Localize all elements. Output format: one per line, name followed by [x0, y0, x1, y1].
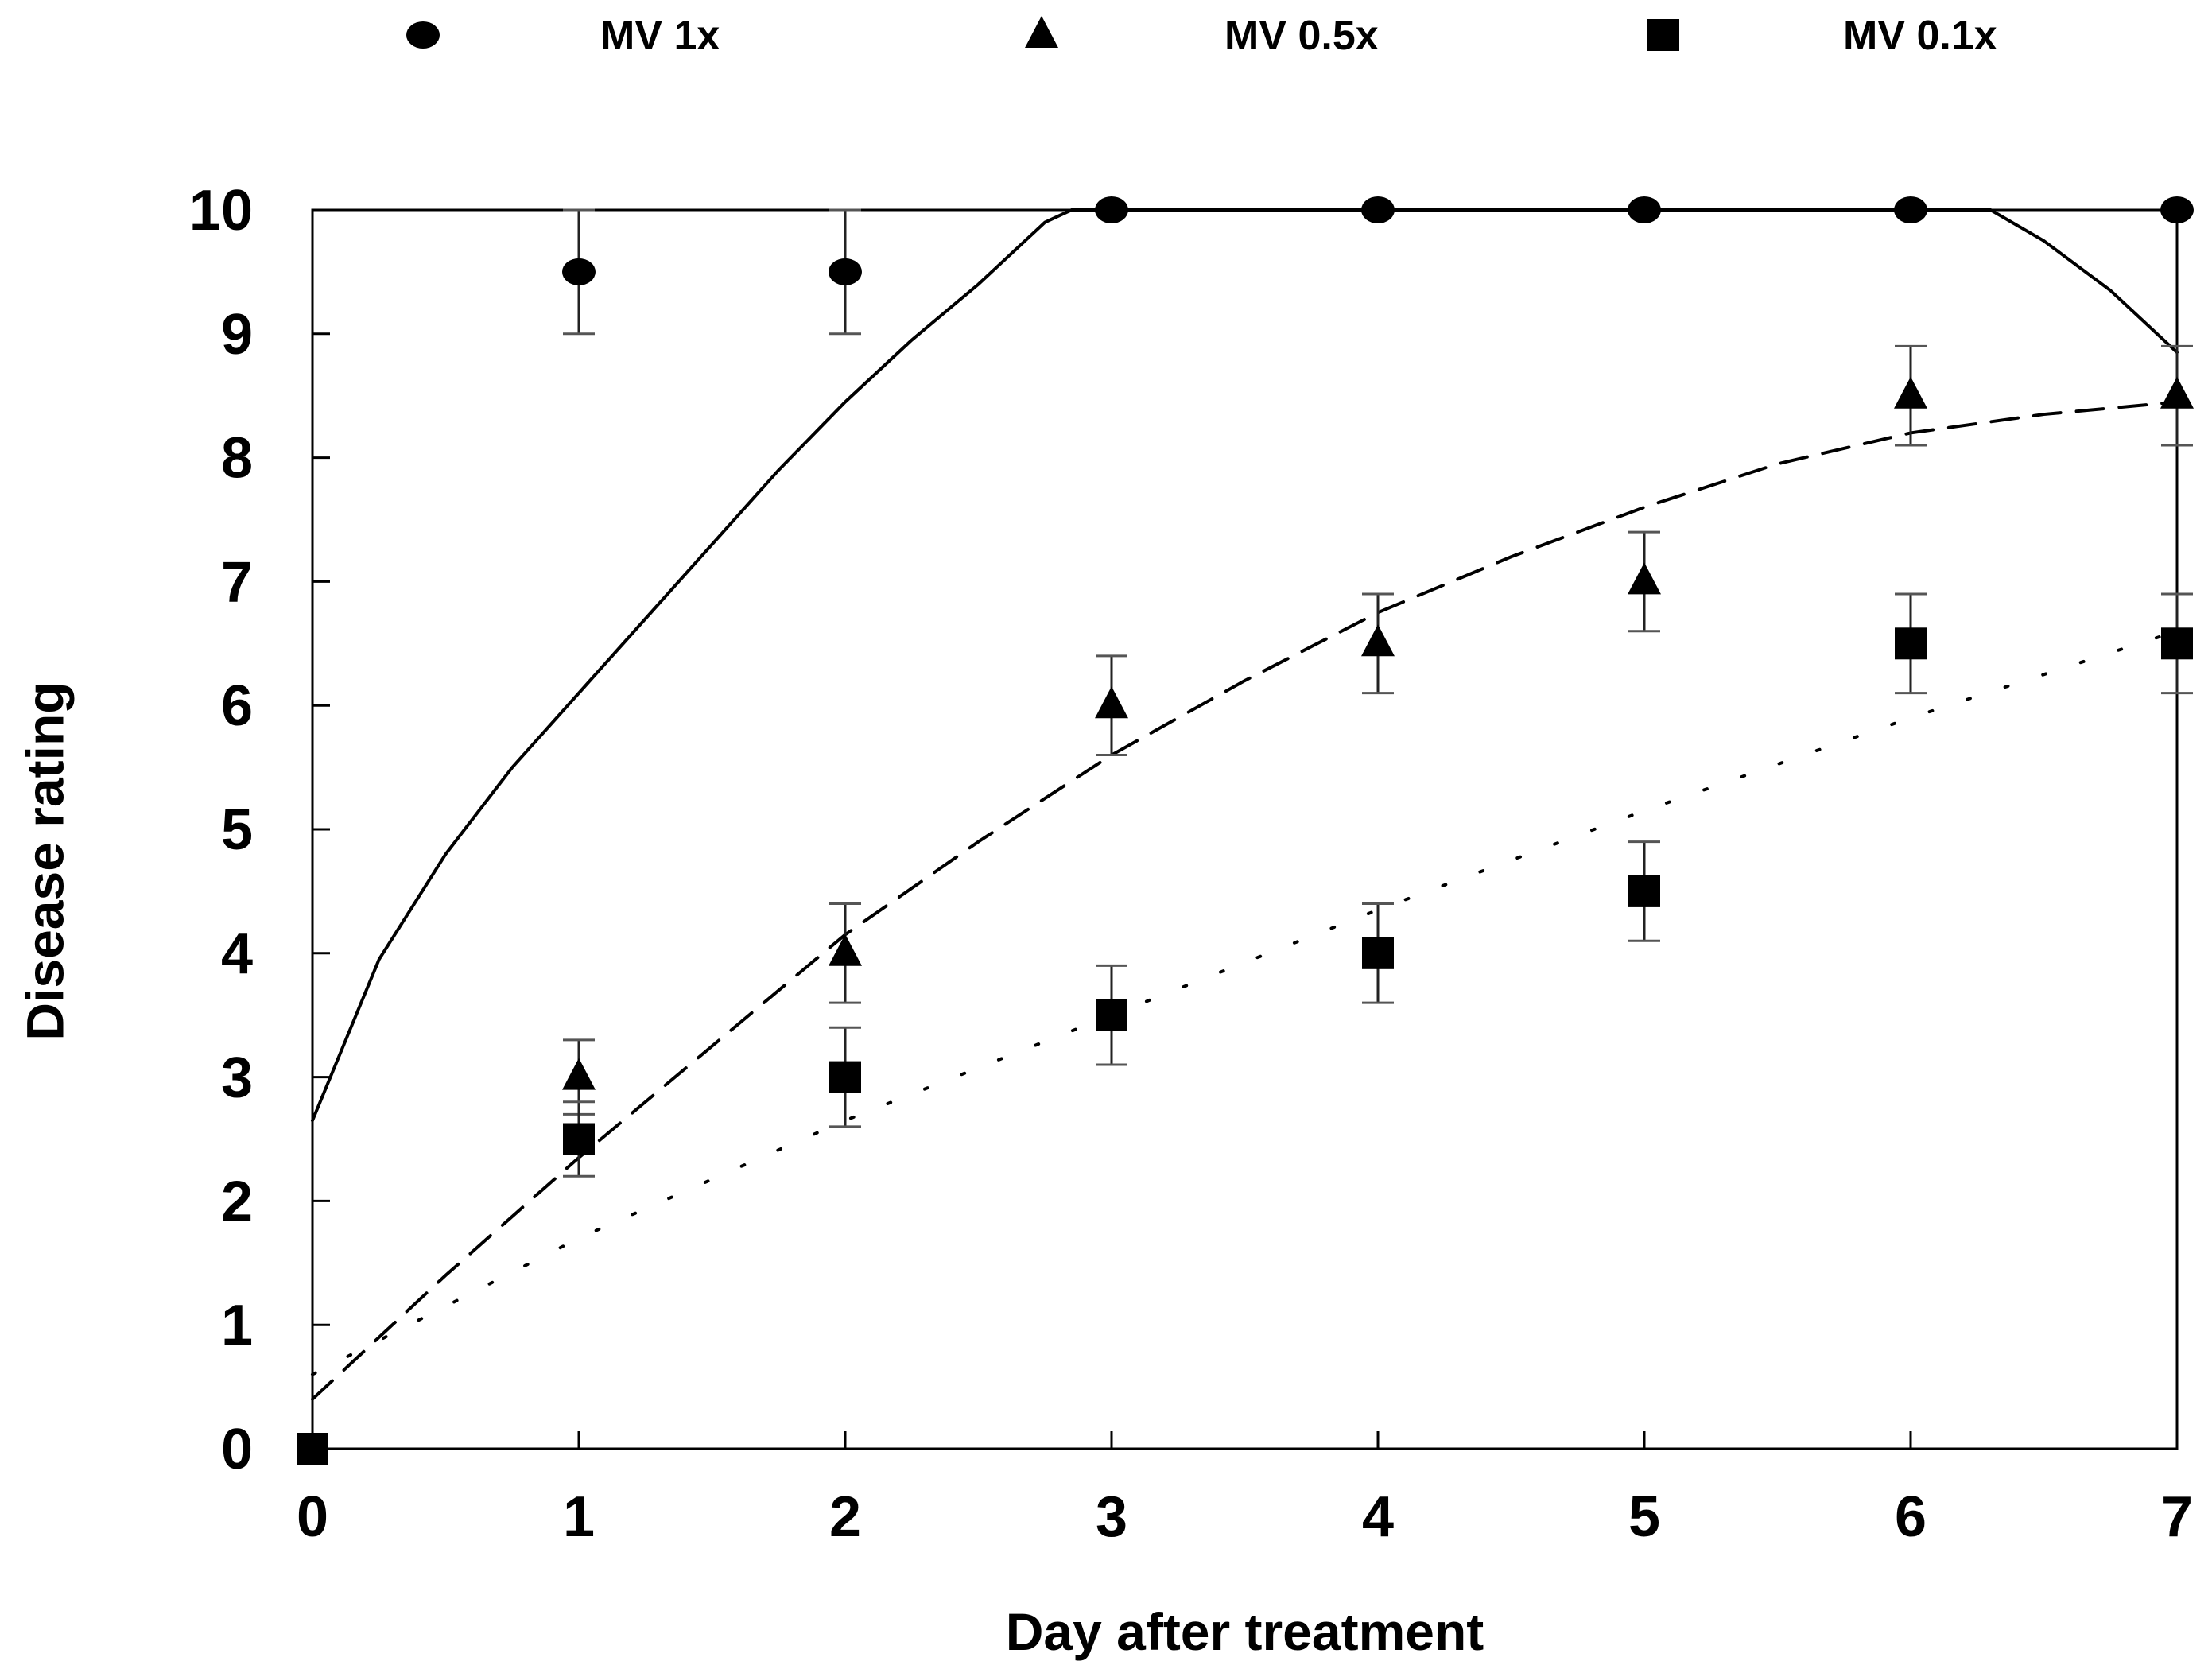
y-tick-label: 7	[221, 550, 253, 614]
x-tick-label: 4	[1362, 1485, 1394, 1549]
x-tick-label: 2	[829, 1485, 861, 1549]
point-mv-0.5x	[2160, 376, 2194, 409]
fit-line-mv-1x	[311, 208, 2179, 1123]
y-tick-label: 2	[221, 1170, 253, 1233]
point-mv-1x	[562, 258, 596, 285]
legend-label: MV 0.5x	[1224, 13, 1379, 59]
y-tick-label: 1	[221, 1294, 253, 1357]
x-tick-label: 6	[1895, 1485, 1927, 1549]
y-tick-label: 8	[221, 427, 253, 491]
legend-marker	[1647, 19, 1679, 51]
y-tick-label: 0	[221, 1418, 253, 1481]
point-mv-0.1x	[1096, 999, 1127, 1031]
point-mv-0.1x	[1895, 627, 1927, 660]
y-tick-label: 9	[221, 303, 253, 367]
x-tick-label: 0	[297, 1485, 328, 1549]
point-mv-0.1x	[563, 1123, 595, 1155]
fit-line-mv-0.5x	[311, 400, 2179, 1401]
point-mv-0.1x	[829, 1061, 861, 1093]
point-mv-0.1x	[1362, 937, 1394, 969]
point-mv-0.5x	[562, 1058, 596, 1090]
point-mv-0.5x	[1361, 624, 1395, 657]
point-mv-1x	[1361, 196, 1395, 223]
legend-label: MV 0.1x	[1843, 13, 1997, 59]
point-mv-0.5x	[1095, 686, 1128, 719]
point-mv-0.5x	[829, 933, 862, 966]
legend-label: MV 1x	[600, 13, 720, 59]
fit-line-mv-0.1x	[311, 629, 2179, 1376]
y-tick-label: 6	[221, 674, 253, 738]
legend: MV 1x MV 0.5x MV 0.1x	[406, 13, 1997, 59]
point-mv-1x	[1095, 196, 1128, 223]
point-mv-0.5x	[1894, 376, 1927, 409]
error-bars	[563, 208, 2193, 1178]
x-tick-label: 5	[1628, 1485, 1660, 1549]
x-axis-title: Day after treatment	[1006, 1602, 1484, 1661]
x-tick-label: 7	[2161, 1485, 2193, 1549]
point-mv-0.5x	[1628, 562, 1661, 595]
plot-frame	[311, 208, 2179, 1450]
point-mv-0.1x	[1628, 875, 1660, 907]
data-markers	[297, 196, 2194, 1465]
y-tick-label: 4	[221, 922, 253, 986]
point-mv-1x	[2160, 196, 2194, 223]
y-tick-label: 10	[189, 179, 253, 243]
x-tick-label: 1	[563, 1485, 595, 1549]
point-mv-1x	[1628, 196, 1661, 223]
legend-marker	[1025, 16, 1058, 48]
point-mv-0.1x	[2161, 627, 2193, 660]
plot-area	[311, 208, 2179, 1450]
point-mv-1x	[829, 258, 862, 285]
fit-curves	[311, 208, 2179, 1401]
y-tick-label: 5	[221, 798, 253, 862]
y-axis: 0 1 2 3 4 5 6 7 8 9 10	[189, 179, 330, 1481]
x-tick-label: 3	[1096, 1485, 1127, 1549]
legend-marker	[406, 21, 440, 49]
point-mv-1x	[1894, 196, 1927, 223]
x-axis: 0 1 2 3 4 5 6 7	[297, 1431, 2193, 1549]
y-axis-title: Disease rating	[15, 681, 74, 1040]
y-tick-label: 3	[221, 1046, 253, 1110]
